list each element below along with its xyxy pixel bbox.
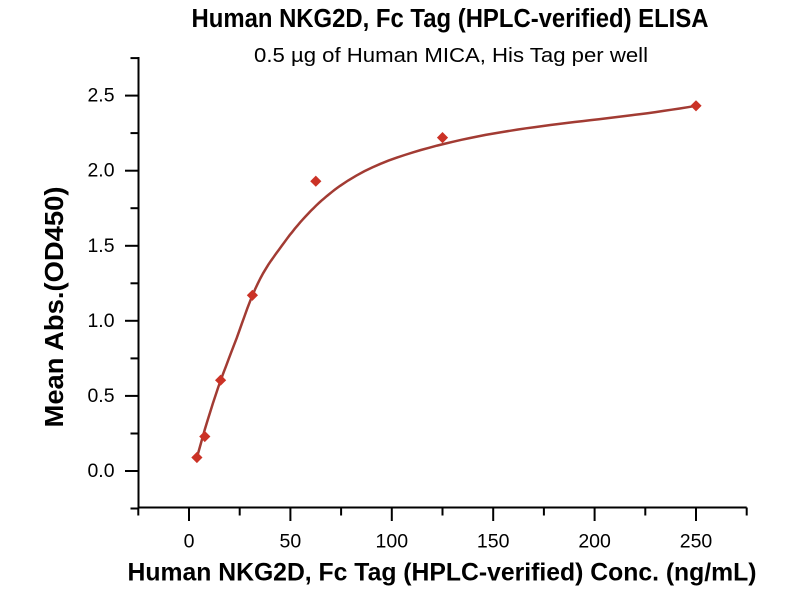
svg-text:0.5 µg of Human MICA, His Tag: 0.5 µg of Human MICA, His Tag per well <box>254 44 648 67</box>
svg-text:2.0: 2.0 <box>88 160 115 182</box>
svg-text:250: 250 <box>680 531 713 553</box>
svg-text:Human NKG2D, Fc Tag (HPLC-veri: Human NKG2D, Fc Tag (HPLC-verified) ELIS… <box>192 5 709 33</box>
svg-text:Mean Abs.(OD450): Mean Abs.(OD450) <box>41 187 69 428</box>
svg-text:0: 0 <box>184 531 195 553</box>
svg-text:150: 150 <box>477 531 510 553</box>
svg-text:0.0: 0.0 <box>88 460 115 482</box>
svg-text:100: 100 <box>376 531 409 553</box>
svg-text:1.0: 1.0 <box>88 310 115 332</box>
svg-text:2.5: 2.5 <box>88 85 115 107</box>
svg-text:1.5: 1.5 <box>88 235 115 257</box>
svg-text:200: 200 <box>578 531 611 553</box>
svg-text:0.5: 0.5 <box>88 385 115 407</box>
svg-text:Human NKG2D, Fc Tag (HPLC-veri: Human NKG2D, Fc Tag (HPLC-verified) Conc… <box>128 559 757 587</box>
svg-text:50: 50 <box>280 531 302 553</box>
